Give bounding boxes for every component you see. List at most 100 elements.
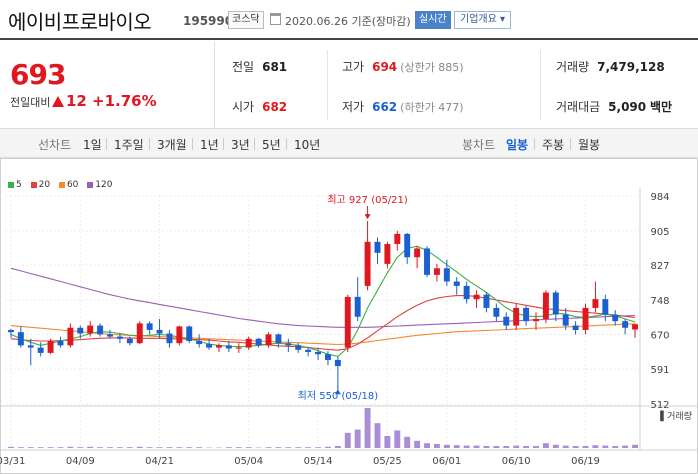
- volume-bar: [523, 446, 530, 448]
- candle-body: [245, 338, 252, 348]
- candle-body: [552, 292, 559, 315]
- volume-bar: [404, 436, 411, 448]
- candle-body: [394, 233, 401, 245]
- candle-body: [27, 345, 34, 348]
- y-tick-label: 748: [650, 296, 669, 307]
- candle-daily[interactable]: 일봉: [506, 138, 529, 152]
- period-1w[interactable]: 1주일: [114, 138, 144, 152]
- prev-close: 전일 681: [232, 60, 288, 74]
- candle-body: [37, 347, 44, 353]
- chart-toolbar: 선차트 1일 1주일 3개월 1년 3년 5년 10년 봉차트 일봉 주봉 월봉: [0, 128, 698, 158]
- candle-body: [443, 268, 450, 282]
- candle-monthly[interactable]: 월봉: [578, 138, 601, 152]
- change-value: 12: [66, 92, 87, 110]
- volume-bar: [305, 447, 312, 448]
- volume-bar: [632, 444, 639, 448]
- volume-bar: [166, 447, 173, 448]
- volume-bar: [57, 447, 64, 448]
- divider: [327, 50, 328, 120]
- candle-body: [542, 292, 549, 319]
- candle-body: [334, 359, 341, 367]
- current-price: 693: [10, 58, 66, 91]
- candle-chart-label: 봉차트: [462, 138, 496, 152]
- volume-bar: [196, 447, 203, 448]
- period-1d[interactable]: 1일: [83, 138, 102, 152]
- candle-body: [216, 345, 222, 348]
- volume-bar: [542, 443, 549, 448]
- legend-ma20: 20: [30, 180, 50, 190]
- volume-bar: [493, 446, 500, 448]
- candle-weekly[interactable]: 주봉: [542, 138, 565, 152]
- candle-body: [374, 241, 381, 253]
- candle-body: [196, 340, 203, 345]
- ma120-line: [10, 267, 636, 328]
- volume-bar: [424, 443, 430, 448]
- y-tick-label: 591: [650, 365, 669, 376]
- volume-bar: [47, 447, 54, 448]
- period-10y[interactable]: 10년: [294, 138, 321, 152]
- volume-bar: [483, 446, 490, 448]
- candle-body: [156, 329, 163, 334]
- company-overview-dropdown[interactable]: 기업개요 ▾: [454, 11, 511, 29]
- volume-bar: [285, 447, 292, 448]
- candle-body: [572, 325, 579, 330]
- volume-bar: [116, 447, 123, 448]
- x-tick-label: 05/14: [304, 456, 333, 467]
- chart-canvas[interactable]: 984 905 827 748 670 591 512 03/31 04/09 04/21 05/0…: [0, 158, 698, 474]
- x-tick-label: 05/04: [234, 456, 263, 467]
- candle-body: [295, 345, 302, 350]
- y-tick-label: 827: [650, 261, 669, 272]
- candle-body: [503, 316, 510, 326]
- candle-body: [473, 294, 480, 300]
- volume-bar: [473, 445, 480, 448]
- volume-bar: [7, 446, 14, 448]
- volume-bar: [572, 446, 579, 448]
- legend-ma120: 120: [87, 180, 112, 190]
- volume-bar: [136, 446, 143, 448]
- stock-chart: 5 20 60 120 984 905 827 748 670 591 512 03/31 04…: [0, 158, 698, 474]
- volume-bar: [533, 446, 539, 448]
- volume: 거래량 7,479,128: [556, 60, 665, 74]
- candle-body: [136, 323, 143, 344]
- volume-bar: [602, 445, 609, 448]
- candle-body: [57, 340, 64, 346]
- period-1y[interactable]: 1년: [200, 138, 219, 152]
- up-triangle-icon: [52, 96, 64, 107]
- candle-body: [77, 327, 84, 334]
- candle-body: [97, 325, 104, 335]
- candle-body: [235, 347, 242, 349]
- volume-bar: [126, 447, 133, 448]
- candle-body: [305, 349, 312, 352]
- period-3m[interactable]: 3개월: [157, 138, 187, 152]
- x-tick-label: 06/19: [571, 456, 600, 467]
- candle-body: [324, 354, 331, 360]
- candle-body: [146, 323, 153, 330]
- candle-body: [206, 344, 213, 348]
- candle-body: [493, 307, 500, 317]
- ma-legend: 5 20 60 120: [8, 180, 118, 190]
- candle-body: [483, 294, 490, 308]
- x-tick-label: 04/21: [145, 456, 174, 467]
- candle-body: [176, 326, 183, 344]
- ma20-line: [10, 295, 636, 351]
- candle-body: [116, 336, 123, 339]
- candle-body: [562, 314, 569, 326]
- volume-bar: [394, 430, 401, 448]
- candle-body: [463, 285, 470, 300]
- volume-bar: [384, 436, 391, 448]
- period-5y[interactable]: 5년: [262, 138, 281, 152]
- candle-body: [602, 299, 609, 315]
- volume-bar: [592, 445, 599, 448]
- realtime-button[interactable]: 실시간: [415, 11, 451, 29]
- volume-bar: [354, 429, 361, 448]
- volume-bar: [146, 447, 153, 448]
- candle-body: [17, 332, 24, 346]
- stock-name: 에이비프로바이오: [8, 10, 152, 34]
- volume-bar: [503, 446, 510, 448]
- candle-body: [582, 307, 589, 330]
- volume-bar: [97, 447, 104, 448]
- candle-body: [404, 233, 411, 258]
- period-3y[interactable]: 3년: [231, 138, 250, 152]
- volume-bar: [107, 447, 113, 448]
- volume-bar: [176, 447, 183, 448]
